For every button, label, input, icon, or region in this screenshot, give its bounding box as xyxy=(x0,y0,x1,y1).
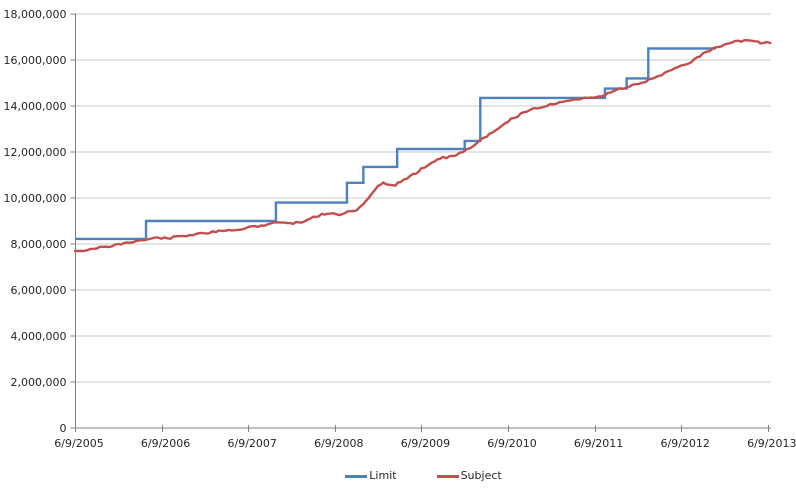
x-tick-label: 6/9/2006 xyxy=(141,437,190,450)
x-tick-label: 6/9/2007 xyxy=(227,437,276,450)
y-tick-label: 6,000,000 xyxy=(11,284,67,297)
x-tick-label: 6/9/2012 xyxy=(660,437,709,450)
limit-swatch-line xyxy=(345,474,368,478)
x-tick-label: 6/9/2005 xyxy=(54,437,103,450)
y-tick-label: 0 xyxy=(60,422,67,435)
legend-item-subject[interactable]: Subject xyxy=(436,469,502,483)
y-axis-labels: 0 2,000,000 4,000,000 6,000,000 8,000,000 10,… xyxy=(4,8,67,435)
x-tick-label: 6/9/2009 xyxy=(401,437,450,450)
legend-label-subject: Subject xyxy=(460,469,502,482)
y-tick-label: 4,000,000 xyxy=(11,330,67,343)
y-tick-label: 12,000,000 xyxy=(4,146,67,159)
legend-label-limit: Limit xyxy=(369,469,397,482)
subject-swatch-line xyxy=(436,474,459,478)
subject-series-line[interactable] xyxy=(73,39,772,253)
y-tick-label: 18,000,000 xyxy=(4,8,67,21)
legend: Limit Subject xyxy=(76,467,771,485)
axes xyxy=(70,13,771,432)
y-tick-label: 8,000,000 xyxy=(11,238,67,251)
y-tick-label: 14,000,000 xyxy=(4,100,67,113)
x-tick-label: 6/9/2008 xyxy=(314,437,363,450)
legend-item-limit[interactable]: Limit xyxy=(345,469,397,483)
y-gridlines xyxy=(75,13,771,383)
y-tick-label: 2,000,000 xyxy=(11,376,67,389)
x-axis-labels: 6/9/2005 6/9/2006 6/9/2007 6/9/2008 6/9/2009… xyxy=(54,437,796,450)
y-tick-label: 16,000,000 xyxy=(4,54,67,67)
limit-series-line[interactable] xyxy=(75,47,716,241)
y-tick-label: 10,000,000 xyxy=(4,192,67,205)
x-tick-label: 6/9/2011 xyxy=(574,437,623,450)
x-tick-label: 6/9/2010 xyxy=(487,437,536,450)
x-tick-label: 6/9/2013 xyxy=(747,437,796,450)
